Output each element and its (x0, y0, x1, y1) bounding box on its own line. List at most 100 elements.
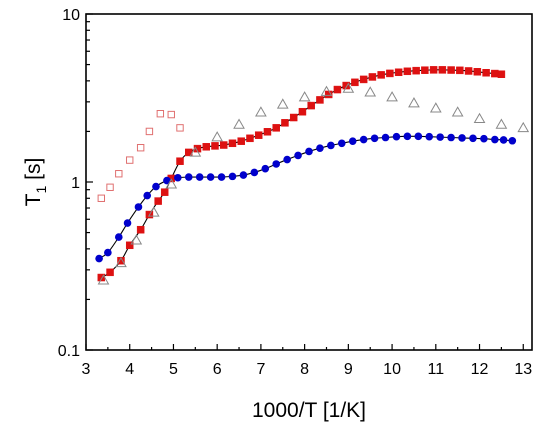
x-axis-ticks: 3 4 5 6 7 8 9 10 11 12 13 (82, 344, 532, 378)
data-point-series-1 (263, 128, 272, 136)
data-point-series-1 (447, 66, 455, 74)
x-tick-label: 3 (82, 361, 91, 378)
data-point-series-3 (167, 110, 175, 119)
data-point-series-4 (130, 234, 143, 245)
data-point-series-4 (386, 91, 398, 102)
data-point-series-4 (473, 112, 486, 123)
data-point-series-1 (106, 268, 114, 277)
data-point-series-1 (491, 69, 499, 78)
data-point-series-1 (298, 107, 307, 116)
data-point-series-2 (250, 168, 259, 177)
data-point-series-2 (114, 233, 123, 241)
data-point-series-1 (359, 75, 368, 84)
data-point-series-1 (272, 124, 280, 132)
data-point-series-2 (195, 173, 204, 181)
data-point-series-1 (254, 131, 263, 139)
data-point-series-4 (517, 121, 530, 133)
x-tick-label: 10 (383, 361, 401, 378)
data-point-series-4 (429, 102, 442, 113)
data-point-series-2 (217, 173, 226, 181)
data-point-series-1 (464, 67, 473, 75)
data-point-series-2 (134, 203, 143, 211)
data-point-series-4 (255, 106, 267, 117)
data-point-series-1 (351, 78, 359, 87)
data-point-series-2 (305, 147, 313, 156)
x-tick-label: 4 (125, 361, 134, 378)
data-point-series-2 (272, 160, 281, 168)
data-point-series-2 (491, 135, 499, 144)
data-point-series-4 (320, 85, 333, 96)
data-point-series-2 (458, 134, 466, 142)
data-point-series-3 (136, 144, 145, 152)
data-point-series-1 (316, 96, 324, 104)
data-point-series-4 (211, 131, 224, 142)
data-point-series-4 (115, 256, 127, 268)
data-point-series-4 (364, 86, 377, 97)
x-tick-label: 8 (300, 361, 309, 378)
data-point-series-1 (438, 66, 447, 74)
data-point-series-4 (276, 98, 289, 109)
data-point-series-2 (499, 136, 508, 144)
data-point-series-1 (125, 241, 134, 250)
data-point-series-1 (386, 69, 394, 78)
data-point-series-4 (342, 82, 355, 93)
data-point-series-1 (456, 66, 464, 75)
plot-frame (85, 13, 533, 351)
data-point-series-4 (189, 146, 202, 157)
data-point-series-2 (239, 171, 248, 179)
data-point-series-1 (482, 68, 490, 77)
data-point-series-2 (95, 254, 103, 263)
data-point-series-2 (294, 151, 302, 160)
data-point-series-2 (316, 144, 324, 152)
data-point-series-3 (106, 183, 114, 191)
data-point-series-2 (228, 172, 237, 181)
data-point-series-1 (211, 142, 219, 150)
data-point-series-1 (473, 68, 482, 76)
data-point-series-1 (237, 137, 245, 145)
data-point-series-1 (136, 225, 145, 234)
y-tick-label: 1 (71, 175, 80, 192)
data-point-series-2 (152, 182, 160, 191)
data-point-series-2 (143, 191, 152, 200)
data-point-series-2 (104, 248, 112, 257)
data-point-series-4 (298, 91, 311, 102)
data-point-series-2 (414, 132, 423, 141)
data-point-series-1 (160, 188, 169, 196)
data-point-series-4 (233, 118, 245, 129)
data-point-series-2 (480, 134, 488, 143)
y-axis-title-main: T (22, 193, 45, 206)
data-point-series-2 (261, 164, 270, 173)
data-point-series-2 (469, 134, 477, 143)
y-axis-title-subscript: 1 (33, 185, 49, 193)
data-point-series-4 (451, 106, 464, 117)
y-axis-title: T1 [s] (22, 158, 49, 207)
data-point-series-4 (408, 97, 420, 108)
data-point-series-3 (156, 110, 165, 118)
data-point-series-3 (126, 156, 134, 164)
y-axis-ticks: 0.1 1 10 (58, 7, 93, 360)
data-point-series-4 (147, 206, 160, 217)
data-point-series-3 (97, 194, 106, 202)
data-point-series-1 (412, 66, 420, 75)
data-point-series-1 (377, 71, 385, 79)
data-point-series-2 (337, 139, 346, 148)
data-point-series-2 (163, 176, 171, 185)
data-point-series-2 (436, 133, 444, 141)
y-axis-title-unit: [s] (22, 158, 45, 186)
data-point-series-2 (184, 173, 193, 181)
data-point-series-1 (289, 113, 298, 122)
data-point-series-2 (392, 132, 401, 141)
data-point-series-1 (368, 73, 377, 81)
data-point-series-1 (421, 66, 429, 74)
data-point-series-2 (370, 134, 379, 143)
x-tick-label: 9 (344, 361, 353, 378)
data-point-series-1 (403, 67, 412, 76)
data-point-series-2 (283, 155, 291, 164)
data-point-series-1 (497, 70, 506, 78)
data-point-series-2 (508, 136, 517, 145)
data-point-series-2 (327, 141, 335, 150)
data-point-series-1 (246, 134, 254, 143)
data-point-series-1 (307, 101, 315, 110)
data-point-series-4 (165, 178, 178, 189)
